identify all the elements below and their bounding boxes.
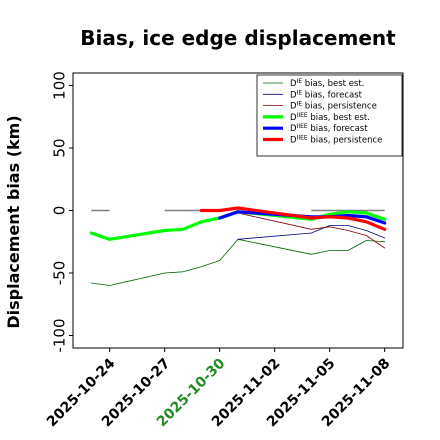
series-line-6	[199, 206, 387, 231]
legend-label-3: DIE bias, persistence	[290, 101, 377, 112]
legend-label-6: DIIEE bias, persistence	[290, 135, 382, 146]
legend-label-4: DIIEE bias, best est.	[290, 112, 370, 123]
legend-label-1: DIE bias, best est.	[290, 78, 364, 89]
plot-area: 100500-50-1002025-10-242025-10-272025-10…	[44, 71, 404, 430]
series-line-3	[237, 212, 386, 249]
legend-label-2: DIE bias, forecast	[290, 89, 363, 100]
legend-label-5: DIIEE bias, forecast	[290, 123, 368, 134]
y-tick-label: 50	[51, 138, 69, 157]
y-tick-label: -100	[51, 318, 69, 352]
chart-title: Bias, ice edge displacement	[80, 26, 396, 50]
series-line-2	[237, 225, 386, 240]
y-axis-label: Displacement bias (km)	[4, 115, 23, 328]
y-tick-label: 100	[51, 71, 69, 100]
y-tick-label: 0	[51, 206, 69, 216]
y-tick-label: -50	[51, 261, 69, 286]
series-line-1	[90, 238, 386, 286]
